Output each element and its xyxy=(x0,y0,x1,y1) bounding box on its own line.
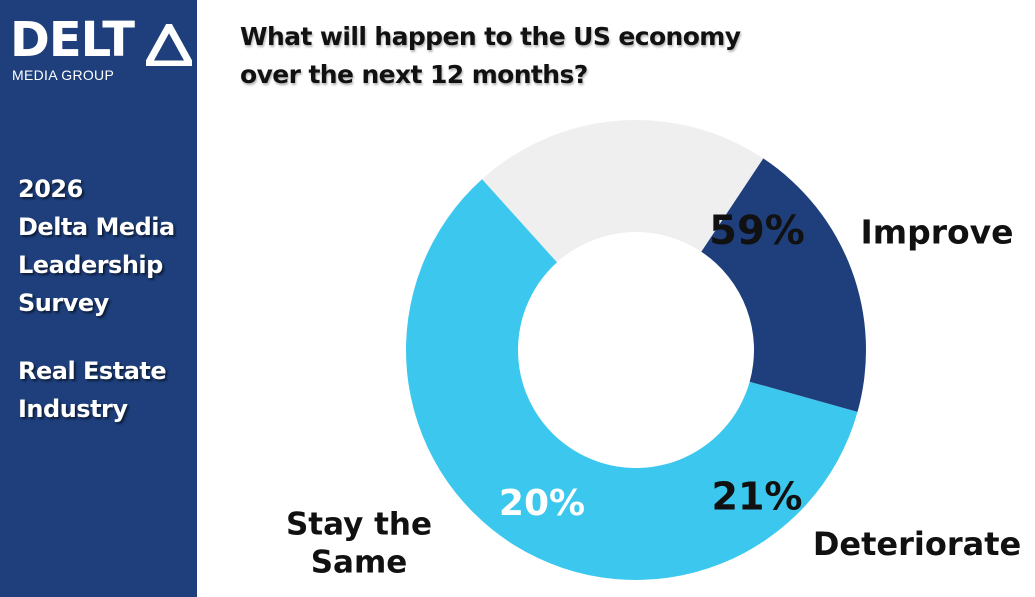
survey-line: 2026 xyxy=(18,175,83,203)
slice-improve xyxy=(405,179,858,580)
survey-line: Survey xyxy=(18,289,109,317)
logo-subtitle: MEDIA GROUP xyxy=(12,67,115,83)
industry-line: Industry xyxy=(18,395,128,423)
sidebar: DELT MEDIA GROUP 2026 Delta Media Leader… xyxy=(0,0,197,597)
industry-line: Real Estate xyxy=(18,357,167,385)
slice-deteriorate xyxy=(482,119,764,263)
slice-value-label: 20% xyxy=(499,483,585,524)
delta-logo: DELT MEDIA GROUP xyxy=(10,12,192,84)
slice-value-label: 21% xyxy=(712,475,803,519)
chart-title: What will happen to the US economy over … xyxy=(240,18,800,94)
chart-title-line: What will happen to the US economy xyxy=(240,22,741,51)
slice-category-label: Deteriorate xyxy=(813,525,1021,563)
triangle-icon xyxy=(146,24,192,66)
industry-title: Real Estate Industry xyxy=(18,352,193,428)
slice-stay-the-same xyxy=(701,158,866,412)
slice-category-label: Same xyxy=(311,545,408,581)
slice-category-label: Stay the xyxy=(286,507,432,543)
slice-value-label: 59% xyxy=(709,208,805,254)
survey-line: Delta Media xyxy=(18,213,175,241)
survey-line: Leadership xyxy=(18,251,163,279)
chart-title-line: over the next 12 months? xyxy=(240,60,588,89)
slice-category-label: Improve xyxy=(860,213,1013,252)
logo-wordmark: DELT xyxy=(10,12,135,68)
survey-title: 2026 Delta Media Leadership Survey xyxy=(18,170,193,322)
